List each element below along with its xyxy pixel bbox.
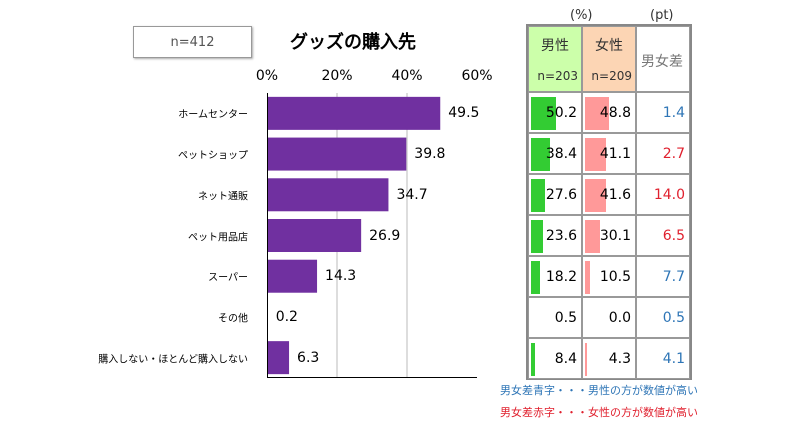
data-label: 34.7 bbox=[396, 186, 428, 203]
male-cell: 50.2 bbox=[528, 92, 582, 133]
male-cell: 18.2 bbox=[528, 256, 582, 297]
note-red: 男女差赤字・・・女性の方が数値が高い bbox=[500, 406, 698, 419]
female-mini-bar bbox=[585, 261, 591, 294]
female-header: 女性 n=209 bbox=[582, 26, 636, 92]
diff-label: 男女差 bbox=[641, 54, 683, 70]
male-mini-bar bbox=[531, 261, 541, 294]
female-cell: 48.8 bbox=[582, 92, 636, 133]
female-value: 41.6 bbox=[599, 186, 631, 203]
male-cell: 27.6 bbox=[528, 174, 582, 215]
diff-value: 6.5 bbox=[662, 227, 685, 244]
male-value: 27.6 bbox=[545, 186, 577, 203]
diff-cell: 6.5 bbox=[636, 215, 690, 256]
male-label: 男性 bbox=[541, 38, 569, 54]
data-label: 49.5 bbox=[448, 105, 480, 122]
x-tick-label: 20% bbox=[321, 68, 353, 84]
female-cell: 10.5 bbox=[582, 256, 636, 297]
male-cell: 0.5 bbox=[528, 297, 582, 338]
male-cell: 38.4 bbox=[528, 133, 582, 174]
data-label: 6.3 bbox=[297, 349, 320, 366]
male-mini-bar bbox=[531, 343, 536, 376]
unit-pt: (pt) bbox=[650, 8, 674, 23]
female-n: n=209 bbox=[591, 69, 632, 83]
category-label: ペット用品店 bbox=[188, 232, 248, 243]
diff-cell: 4.1 bbox=[636, 338, 690, 379]
category-label: ペットショップ bbox=[178, 150, 248, 162]
male-cell: 8.4 bbox=[528, 338, 582, 379]
diff-cell: 1.4 bbox=[636, 92, 690, 133]
diff-value: 0.5 bbox=[662, 309, 685, 326]
male-value: 8.4 bbox=[554, 350, 577, 367]
female-cell: 4.3 bbox=[582, 338, 636, 379]
diff-cell: 7.7 bbox=[636, 256, 690, 297]
female-value: 30.1 bbox=[599, 227, 631, 244]
diff-cell: 14.0 bbox=[636, 174, 690, 215]
category-label: ネット通販 bbox=[198, 191, 248, 203]
category-label: スーパー bbox=[208, 272, 248, 284]
female-mini-bar bbox=[585, 97, 610, 130]
note-blue: 男女差青字・・・男性の方が数値が高い bbox=[500, 384, 698, 397]
bar bbox=[267, 219, 362, 252]
male-mini-bar bbox=[531, 97, 557, 130]
bar-chart bbox=[267, 93, 477, 378]
chart-title: グッズの購入先 bbox=[290, 32, 416, 53]
male-value: 23.6 bbox=[545, 227, 577, 244]
female-value: 48.8 bbox=[599, 104, 631, 121]
data-label: 26.9 bbox=[369, 227, 401, 244]
diff-header: 男女差 bbox=[636, 26, 690, 92]
female-value: 4.3 bbox=[608, 350, 631, 367]
bar bbox=[267, 96, 441, 130]
diff-value: 7.7 bbox=[662, 268, 685, 285]
male-value: 50.2 bbox=[545, 104, 577, 121]
diff-cell: 2.7 bbox=[636, 133, 690, 174]
male-value: 38.4 bbox=[545, 145, 577, 162]
male-mini-bar bbox=[531, 138, 551, 171]
diff-cell: 0.5 bbox=[636, 297, 690, 338]
female-value: 0.0 bbox=[608, 309, 631, 326]
female-mini-bar bbox=[585, 343, 588, 376]
sample-size-box: n=412 bbox=[133, 26, 252, 58]
male-header: 男性 n=203 bbox=[528, 26, 582, 92]
male-n: n=203 bbox=[537, 69, 578, 83]
male-cell: 23.6 bbox=[528, 215, 582, 256]
male-value: 0.5 bbox=[554, 309, 577, 326]
data-label: 0.2 bbox=[275, 308, 298, 325]
category-label: 購入しない・ほとんど購入しない bbox=[98, 354, 248, 366]
female-cell: 41.1 bbox=[582, 133, 636, 174]
unit-percent: (%) bbox=[570, 8, 593, 23]
female-cell: 41.6 bbox=[582, 174, 636, 215]
diff-value: 1.4 bbox=[662, 104, 685, 121]
diff-value: 14.0 bbox=[653, 186, 685, 203]
female-label: 女性 bbox=[595, 38, 623, 54]
female-mini-bar bbox=[585, 138, 606, 171]
bar bbox=[267, 178, 389, 212]
female-mini-bar bbox=[585, 220, 601, 253]
male-mini-bar bbox=[531, 179, 545, 212]
female-cell: 30.1 bbox=[582, 215, 636, 256]
data-label: 39.8 bbox=[414, 146, 446, 163]
x-tick-label: 40% bbox=[391, 68, 423, 84]
category-label: その他 bbox=[218, 313, 248, 325]
male-value: 18.2 bbox=[545, 268, 577, 285]
data-label: 14.3 bbox=[325, 268, 357, 285]
table-frame bbox=[526, 24, 692, 380]
x-tick-label: 0% bbox=[255, 68, 279, 84]
bar bbox=[267, 341, 290, 375]
female-value: 41.1 bbox=[599, 145, 631, 162]
female-value: 10.5 bbox=[599, 268, 631, 285]
x-tick-label: 60% bbox=[461, 68, 493, 84]
category-label: ホームセンター bbox=[178, 109, 248, 121]
bar bbox=[267, 259, 318, 293]
bar bbox=[267, 137, 407, 171]
diff-value: 4.1 bbox=[662, 350, 685, 367]
female-cell: 0.0 bbox=[582, 297, 636, 338]
diff-value: 2.7 bbox=[662, 145, 685, 162]
male-mini-bar bbox=[531, 220, 543, 253]
female-mini-bar bbox=[585, 179, 606, 212]
